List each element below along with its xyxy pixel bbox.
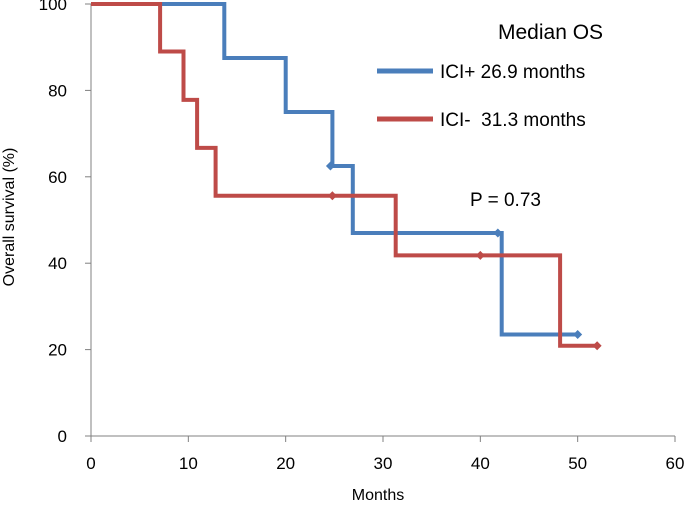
legend-label-ici-minus: ICI- 31.3 months (440, 110, 586, 131)
x-axis-title: Months (352, 487, 404, 504)
censor-mark-ici-plus (325, 161, 335, 171)
legend-title: Median OS (498, 21, 603, 44)
series-line-ici-minus (91, 2, 598, 348)
x-tick-label: 10 (179, 454, 198, 473)
x-tick-label: 60 (666, 454, 685, 473)
censor-mark-ici-plus (493, 228, 503, 238)
y-tick-label: 100 (39, 0, 67, 14)
legend-label-ici-plus: ICI+ 26.9 months (440, 62, 585, 83)
series-layer (91, 2, 602, 351)
censor-mark-ici-plus (573, 329, 583, 339)
p-value-annotation: P = 0.73 (470, 190, 541, 211)
censor-mark-ici-minus (475, 250, 485, 260)
x-tick-label: 30 (374, 454, 393, 473)
x-tick-label: 40 (471, 454, 490, 473)
x-tick-label: 50 (568, 454, 587, 473)
axis-ticks: 0 10 20 30 40 50 60 0 20 40 60 80 100 (39, 0, 685, 473)
y-tick-label: 40 (48, 254, 67, 273)
series-line-ici-plus (91, 2, 578, 337)
y-tick-label: 80 (48, 81, 67, 100)
y-tick-label: 20 (48, 341, 67, 360)
y-tick-label: 60 (48, 168, 67, 187)
x-tick-label: 20 (276, 454, 295, 473)
y-tick-label: 0 (58, 427, 67, 446)
x-tick-label: 0 (86, 454, 95, 473)
censor-mark-ici-minus (327, 191, 337, 201)
y-axis-title: Overall survival (%) (1, 148, 18, 287)
censor-mark-ici-minus (592, 341, 602, 351)
